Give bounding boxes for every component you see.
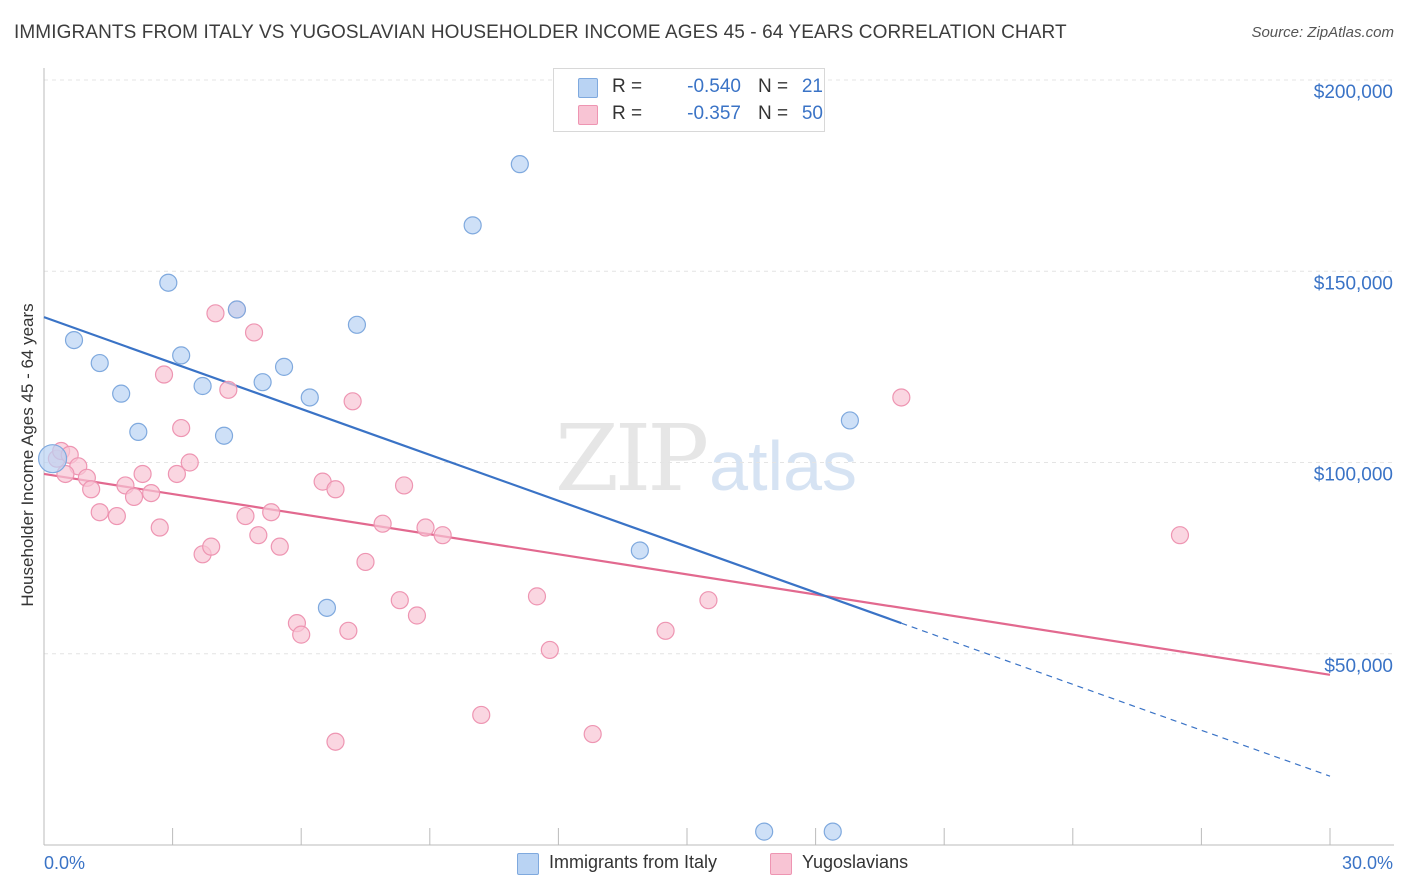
point-yugoslavians	[326, 480, 345, 499]
point-italy	[630, 541, 649, 560]
point-yugoslavians	[172, 418, 191, 438]
point-yugoslavians	[373, 514, 392, 533]
point-yugoslavians	[326, 732, 345, 751]
point-yugoslavians	[82, 480, 101, 499]
legend-swatch-yugoslavians	[578, 105, 598, 125]
axis-layer	[43, 68, 1394, 846]
point-yugoslavians	[394, 476, 414, 495]
grid-layer	[44, 79, 1394, 655]
point-yugoslavians	[107, 506, 126, 526]
x-tick-label: 30.0%	[1342, 853, 1393, 873]
point-yugoslavians	[527, 587, 547, 606]
point-italy	[317, 598, 337, 617]
legend-swatch-italy	[578, 78, 598, 98]
point-yugoslavians	[236, 506, 255, 526]
point-italy	[214, 426, 234, 445]
bottom-legend-label-italy: Immigrants from Italy	[549, 852, 718, 872]
point-yugoslavians	[202, 537, 221, 556]
point-italy	[840, 411, 859, 430]
legend-r-label: R =	[612, 76, 643, 97]
y-tick-label: $100,000	[1314, 465, 1393, 486]
point-italy	[64, 331, 84, 350]
y-tick-label: $200,000	[1314, 82, 1393, 103]
legend-r-label: R =	[612, 103, 643, 124]
bottom-legend-swatch-yugoslavians	[770, 853, 792, 875]
point-yugoslavians	[270, 537, 289, 556]
x-tick-label: 0.0%	[44, 853, 85, 873]
legend-n-label: N =	[758, 76, 789, 97]
trend-layer	[43, 316, 1331, 777]
legend-r-value: -0.540	[687, 76, 741, 97]
point-yugoslavians	[356, 552, 375, 572]
point-italy	[172, 346, 191, 365]
point-yugoslavians	[339, 621, 358, 640]
y-axis-label: Householder Income Ages 45 - 64 years	[18, 303, 37, 607]
point-italy	[347, 315, 367, 334]
chart-source: Source: ZipAtlas.com	[1251, 24, 1394, 41]
point-italy	[112, 384, 131, 403]
y-tick-label: $50,000	[1324, 656, 1393, 677]
point-italy	[129, 422, 148, 441]
point-italy	[510, 155, 529, 174]
point-italy	[274, 357, 294, 376]
legend-n-label: N =	[758, 103, 789, 124]
point-italy	[463, 216, 482, 235]
point-yugoslavians	[416, 518, 435, 537]
point-yugoslavians	[206, 304, 225, 323]
point-italy	[823, 822, 842, 841]
trend-line-italy-extension	[901, 622, 1331, 777]
legend-r-value: -0.357	[687, 103, 741, 124]
stats-legend: R = -0.540 N = 21 R = -0.357 N = 50	[553, 68, 825, 132]
legend-n-value: 21	[801, 76, 823, 97]
point-yugoslavians	[244, 323, 264, 342]
bottom-legend-swatch-italy	[517, 853, 539, 875]
watermark-atlas: atlas	[709, 427, 858, 505]
point-yugoslavians	[124, 487, 144, 507]
point-italy	[300, 388, 319, 407]
watermark: ZIPatlas	[555, 405, 857, 512]
point-yugoslavians	[133, 464, 152, 484]
point-yugoslavians	[699, 591, 718, 610]
point-italy	[159, 273, 178, 292]
point-italy	[37, 444, 68, 474]
tick-label-layer: $50,000 $100,000 $150,000 $200,000 0.0% 30.0%	[44, 82, 1393, 873]
point-yugoslavians	[656, 621, 675, 640]
trend-line-yugoslavians	[43, 472, 1331, 676]
point-yugoslavians	[292, 625, 311, 644]
y-tick-label: $150,000	[1314, 273, 1393, 294]
point-layer	[37, 155, 1190, 841]
point-yugoslavians	[262, 503, 281, 522]
point-yugoslavians	[472, 705, 491, 725]
point-yugoslavians	[390, 591, 409, 610]
point-italy	[227, 300, 246, 319]
point-yugoslavians	[892, 388, 911, 407]
point-yugoslavians	[180, 453, 199, 472]
bottom-legend-label-yugoslavians: Yugoslavians	[802, 852, 909, 872]
chart-title: IMMIGRANTS FROM ITALY VS YUGOSLAVIAN HOU…	[14, 22, 1067, 43]
point-yugoslavians	[249, 526, 268, 545]
point-italy	[90, 353, 109, 373]
point-italy	[253, 373, 272, 392]
point-yugoslavians	[90, 503, 109, 522]
point-yugoslavians	[154, 365, 174, 384]
legend-n-value: 50	[801, 103, 823, 124]
point-yugoslavians	[433, 526, 452, 545]
point-yugoslavians	[219, 380, 238, 399]
point-yugoslavians	[407, 606, 427, 625]
point-yugoslavians	[150, 518, 169, 537]
point-yugoslavians	[540, 640, 559, 660]
point-italy	[755, 822, 774, 841]
point-yugoslavians	[583, 724, 602, 744]
point-yugoslavians	[1170, 526, 1190, 545]
point-yugoslavians	[142, 484, 161, 503]
point-yugoslavians	[167, 464, 186, 484]
point-italy	[193, 376, 212, 396]
point-yugoslavians	[343, 392, 362, 411]
watermark-zip: ZIP	[555, 405, 709, 512]
trend-line-italy	[43, 316, 902, 625]
